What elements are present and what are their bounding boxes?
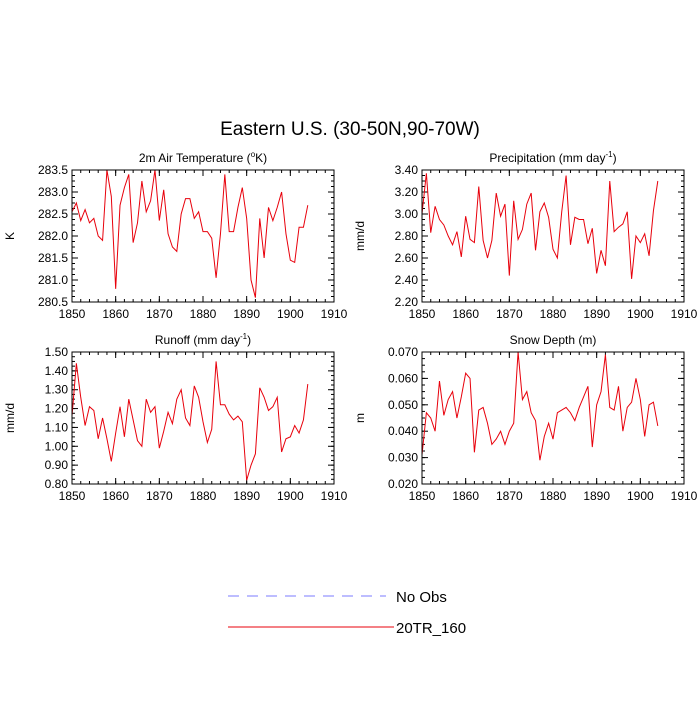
x-tick-label: 1880	[540, 307, 567, 321]
x-tick-label: 1860	[102, 307, 129, 321]
series-line-20tr-160	[421, 173, 659, 279]
panel-title-superscript: -1	[240, 332, 248, 341]
panel-title-precip: Precipitation (mm day-1)	[489, 150, 616, 165]
x-tick-label: 1870	[496, 307, 523, 321]
panel-title-snow: Snow Depth (m)	[510, 333, 597, 347]
panel-title-text: 2m Air Temperature (	[139, 151, 251, 165]
y-tick-label: 0.80	[45, 477, 69, 491]
panel-title-text: Snow Depth (m)	[510, 333, 597, 347]
y-tick-label: 281.0	[38, 273, 68, 287]
y-tick-label: 3.00	[395, 207, 419, 221]
series-line-20tr-160	[421, 351, 659, 461]
y-tick-label: 282.0	[38, 229, 68, 243]
y-tick-label: 0.020	[388, 477, 418, 491]
x-tick-label: 1870	[146, 307, 173, 321]
panel-title-temp: 2m Air Temperature (oK)	[139, 150, 267, 165]
y-tick-label: 3.20	[395, 185, 419, 199]
plot-frame	[71, 169, 335, 303]
y-tick-label: 2.40	[395, 273, 419, 287]
x-tick-label: 1890	[233, 307, 260, 321]
y-axis-label: K	[3, 232, 17, 240]
x-tick-label: 1900	[277, 489, 304, 503]
y-axis-label: mm/d	[3, 403, 17, 433]
y-tick-label: 282.5	[38, 207, 68, 221]
y-tick-label: 2.80	[395, 229, 419, 243]
legend-label-20tr-160: 20TR_160	[396, 620, 466, 637]
y-tick-label: 1.00	[45, 439, 69, 453]
panel-title-suffix: K)	[255, 151, 267, 165]
x-tick-label: 1910	[671, 489, 698, 503]
y-tick-label: 0.060	[388, 371, 418, 385]
x-tick-label: 1900	[627, 307, 654, 321]
y-tick-label: 1.40	[45, 364, 69, 378]
series-line-20tr-160	[71, 361, 309, 481]
y-tick-label: 3.40	[395, 163, 419, 177]
x-tick-label: 1870	[146, 489, 173, 503]
x-tick-label: 1850	[409, 489, 436, 503]
x-tick-label: 1900	[627, 489, 654, 503]
y-tick-label: 2.20	[395, 295, 419, 309]
x-tick-label: 1910	[321, 307, 348, 321]
y-tick-label: 1.30	[45, 383, 69, 397]
plot-frame	[421, 169, 685, 303]
y-tick-label: 1.50	[45, 345, 69, 359]
x-tick-label: 1860	[102, 489, 129, 503]
x-tick-label: 1890	[233, 489, 260, 503]
chart-panel-snow: Snow Depth (m) 1850 1860 1870 1880 1890 1900 19…	[353, 333, 698, 503]
y-tick-label: 0.050	[388, 398, 418, 412]
x-tick-label: 1850	[59, 307, 86, 321]
chart-panel-runoff: Runoff (mm day-1) 1850 1860 1870 1880 1890 190…	[3, 332, 348, 503]
legend: No Obs 20TR_160	[228, 589, 466, 637]
panel-title-superscript: o	[251, 150, 256, 159]
x-tick-label: 1880	[540, 489, 567, 503]
x-tick-label: 1900	[277, 307, 304, 321]
x-tick-label: 1880	[190, 489, 217, 503]
y-tick-label: 281.5	[38, 251, 68, 265]
y-tick-label: 0.040	[388, 424, 418, 438]
panel-title-suffix: )	[613, 151, 617, 165]
y-tick-label: 0.030	[388, 451, 418, 465]
x-tick-label: 1850	[59, 489, 86, 503]
x-tick-label: 1860	[452, 307, 479, 321]
y-tick-label: 280.5	[38, 295, 68, 309]
page-title: Eastern U.S. (30-50N,90-70W)	[220, 119, 480, 140]
x-tick-label: 1890	[583, 489, 610, 503]
y-tick-label: 283.5	[38, 163, 68, 177]
y-tick-label: 283.0	[38, 185, 68, 199]
y-axis-label: m	[353, 413, 367, 423]
y-tick-label: 0.070	[388, 345, 418, 359]
x-tick-label: 1890	[583, 307, 610, 321]
legend-label-no-obs: No Obs	[396, 589, 447, 606]
plot-frame	[421, 351, 685, 485]
panel-title-text: Runoff (mm day	[155, 333, 240, 347]
plot-frame	[71, 351, 335, 485]
chart-panel-temp: 2m Air Temperature (oK) 1850 1860 1870 1880 1…	[3, 150, 348, 321]
panels: 2m Air Temperature (oK)1850 1860 1870 1880 1…	[3, 150, 698, 503]
y-tick-label: 0.90	[45, 458, 69, 472]
x-tick-label: 1910	[671, 307, 698, 321]
panel-title-superscript: -1	[605, 150, 613, 159]
x-tick-label: 1880	[190, 307, 217, 321]
y-axis-label: mm/d	[353, 221, 367, 251]
panel-title-text: Precipitation (mm day	[489, 151, 605, 165]
chart-panel-precip: Precipitation (mm day-1) 1850 1860 1870 1880…	[353, 150, 698, 321]
x-tick-label: 1850	[409, 307, 436, 321]
x-tick-label: 1860	[452, 489, 479, 503]
y-tick-label: 1.10	[45, 420, 69, 434]
panel-title-runoff: Runoff (mm day-1)	[155, 332, 251, 347]
panel-title-suffix: )	[247, 333, 251, 347]
y-tick-label: 1.20	[45, 402, 69, 416]
x-tick-label: 1910	[321, 489, 348, 503]
series-line-20tr-160	[71, 169, 309, 298]
y-tick-label: 2.60	[395, 251, 419, 265]
x-tick-label: 1870	[496, 489, 523, 503]
